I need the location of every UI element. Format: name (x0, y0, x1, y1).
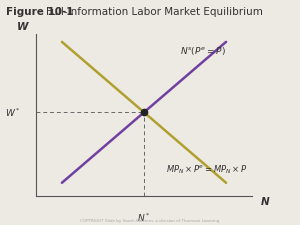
Text: Figure 10-1: Figure 10-1 (6, 7, 74, 17)
Text: W: W (17, 22, 29, 32)
Text: $N^s(P^e = P)$: $N^s(P^e = P)$ (180, 45, 226, 57)
Text: COPYRIGHT Slide by South-Western, a division of Thomson Learning: COPYRIGHT Slide by South-Western, a divi… (80, 219, 220, 223)
Text: Full-Information Labor Market Equilibrium: Full-Information Labor Market Equilibriu… (46, 7, 263, 17)
Text: $MP_N \times P^e = MP_N \times P$: $MP_N \times P^e = MP_N \times P$ (167, 164, 248, 176)
Text: N: N (261, 197, 269, 207)
Text: $W^*$: $W^*$ (5, 106, 21, 119)
Text: $N^*$: $N^*$ (137, 212, 151, 224)
